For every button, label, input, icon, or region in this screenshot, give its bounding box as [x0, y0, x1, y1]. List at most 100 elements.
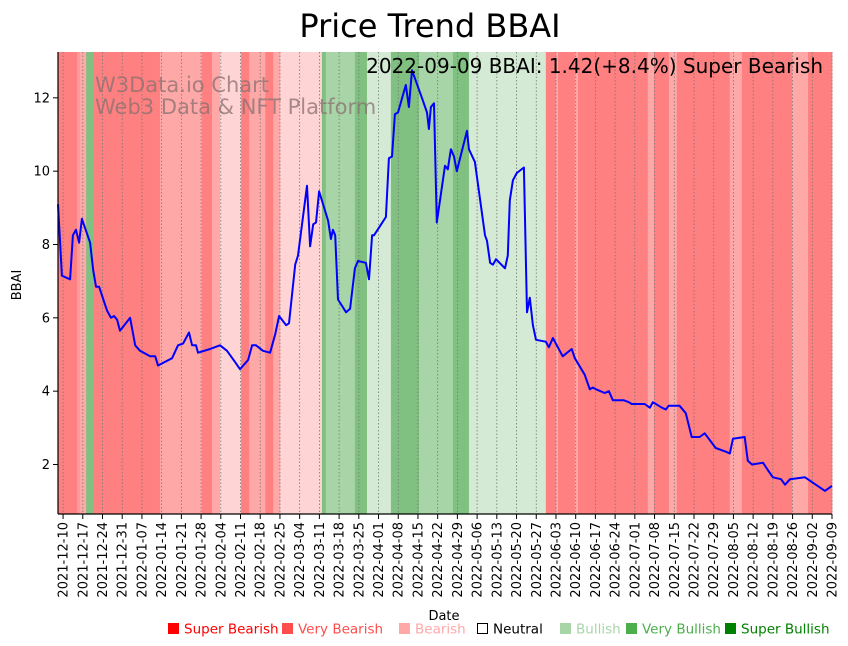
legend-item-super-bullish: Super Bullish [725, 622, 830, 638]
band-super-bearish [557, 52, 576, 514]
x-tick-label: 2022-01-28 [195, 522, 210, 598]
x-tick-label: 2022-09-02 [806, 522, 821, 598]
legend-item-very-bullish: Very Bullish [626, 622, 721, 638]
legend-label: Neutral [493, 622, 543, 638]
y-tick-label: 12 [33, 91, 50, 106]
x-tick-label: 2022-04-22 [431, 522, 446, 598]
chart-title: Price Trend BBAI [299, 7, 560, 45]
legend-item-neutral: Neutral [477, 622, 543, 638]
band-neutral-bullish [366, 52, 392, 514]
x-tick-label: 2022-05-06 [471, 522, 486, 598]
band-super-bearish [93, 52, 161, 514]
band-very-bullish [390, 52, 420, 514]
x-tick-label: 2022-08-05 [727, 522, 742, 598]
x-tick-label: 2022-07-29 [707, 522, 722, 598]
legend-item-super-bearish: Super Bearish [168, 622, 279, 638]
band-bearish [647, 52, 655, 514]
legend-label: Super Bearish [184, 622, 279, 638]
y-tick-label: 10 [33, 165, 50, 180]
legend-label: Bullish [576, 622, 621, 638]
band-bearish [729, 52, 743, 514]
x-tick-label: 2022-03-25 [352, 522, 367, 598]
legend-label: Very Bearish [298, 622, 383, 638]
y-tick-label: 6 [42, 311, 50, 326]
legend-swatch [282, 623, 293, 634]
watermark-line-1: W3Data.io Chart [95, 73, 269, 97]
band-neutral-bearish [219, 52, 242, 514]
x-tick-label: 2022-01-21 [175, 522, 190, 598]
band-very-bearish-light [77, 52, 81, 514]
x-tick-label: 2022-06-03 [549, 522, 564, 598]
x-tick-label: 2022-05-20 [510, 522, 525, 598]
band-bearish [170, 52, 203, 514]
axes [57, 52, 832, 515]
band-super-bearish [741, 52, 793, 514]
legend-swatch [477, 623, 488, 634]
band-bullish [419, 52, 454, 514]
x-tick-label: 2022-04-08 [392, 522, 407, 598]
x-tick-label: 2022-01-14 [155, 522, 170, 598]
x-tick-label: 2022-04-29 [451, 522, 466, 598]
band-very-bullish [321, 52, 327, 514]
x-tick-label: 2022-02-11 [234, 522, 249, 598]
legend-item-bullish: Bullish [560, 622, 621, 638]
x-tick-label: 2022-07-01 [628, 522, 643, 598]
band-super-bearish [653, 52, 670, 514]
band-very-bullish [354, 52, 368, 514]
legend-swatch [560, 623, 571, 634]
x-tick-label: 2022-09-09 [826, 522, 841, 598]
band-bearish [260, 52, 266, 514]
x-tick-label: 2022-07-15 [668, 522, 683, 598]
x-tick-label: 2022-04-15 [411, 522, 426, 598]
x-tick-label: 2022-06-24 [609, 522, 624, 598]
price-line [57, 69, 833, 492]
y-tick-label: 2 [42, 458, 50, 473]
band-bullish [325, 52, 356, 514]
band-bearish [574, 52, 579, 514]
x-tick-label: 2021-12-24 [96, 522, 111, 598]
band-bearish [159, 52, 171, 514]
band-neutral-bullish [468, 52, 547, 514]
x-tick-label: 2022-05-27 [530, 522, 545, 598]
x-tick-label: 2022-06-10 [569, 522, 584, 598]
band-neutral-bearish [280, 52, 323, 514]
x-tick-label: 2022-07-22 [687, 522, 702, 598]
x-tick-label: 2022-05-13 [490, 522, 505, 598]
band-bearish [792, 52, 809, 514]
band-bearish [668, 52, 678, 514]
band-bearish [249, 52, 261, 514]
band-bearish [273, 52, 281, 514]
x-tick-label: 2022-01-07 [135, 522, 150, 598]
x-tick-label: 2022-02-04 [214, 522, 229, 598]
legend-swatch [399, 623, 410, 634]
band-super-bearish [577, 52, 649, 514]
x-tick-label: 2022-03-18 [333, 522, 348, 598]
band-super-bearish [201, 52, 213, 514]
legend-label: Very Bullish [642, 622, 721, 638]
band-bearish [79, 52, 87, 514]
x-tick-label: 2021-12-17 [76, 522, 91, 598]
legend-label: Bearish [415, 622, 466, 638]
band-very-bullish [452, 52, 470, 514]
legend: Super Bearish Very Bearish Bearish Neutral B… [168, 622, 830, 638]
vertical-gridlines [62, 52, 833, 514]
band-super-bearish [676, 52, 731, 514]
band-super-bearish [265, 52, 274, 514]
watermark-line-2: Web3 Data & NFT Platform [95, 95, 376, 119]
x-tick-label: 2022-06-17 [589, 522, 604, 598]
x-tick-label: 2022-08-26 [786, 522, 801, 598]
x-tick-label: 2022-08-19 [766, 522, 781, 598]
band-bearish [212, 52, 221, 514]
band-super-bearish [58, 52, 78, 514]
band-bearish [555, 52, 559, 514]
watermark: W3Data.io Chart Web3 Data & NFT Platform [95, 73, 376, 119]
legend-item-very-bearish: Very Bearish [282, 622, 383, 638]
y-tick-label: 8 [42, 238, 50, 253]
band-super-bearish [241, 52, 250, 514]
status-text: 2022-09-09 BBAI: 1.42(+8.4%) Super Beari… [366, 54, 823, 78]
y-tick-label: 4 [42, 385, 50, 400]
x-tick-label: 2022-04-01 [372, 522, 387, 598]
x-axis-ticks: 2021-12-10 2021-12-17 2021-12-24 2021-12-31… [57, 514, 841, 598]
legend-item-bearish: Bearish [399, 622, 466, 638]
